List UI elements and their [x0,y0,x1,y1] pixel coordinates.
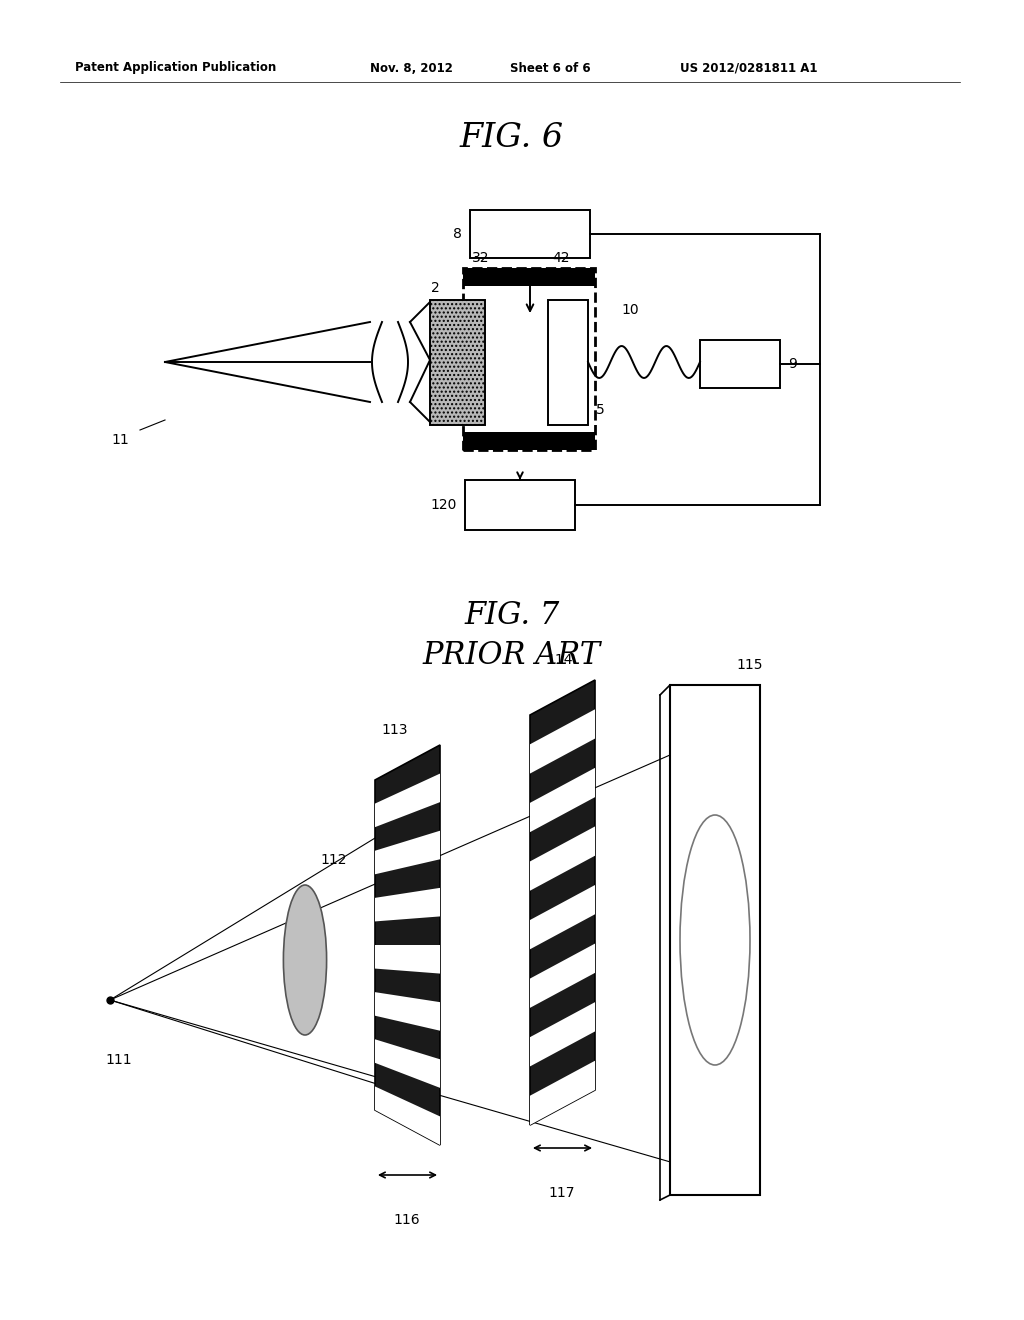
Bar [463,268,595,450]
Text: Sheet 6 of 6: Sheet 6 of 6 [510,62,591,74]
Polygon shape [530,826,595,891]
Text: 32: 32 [472,251,489,265]
Ellipse shape [284,884,327,1035]
Text: 9: 9 [788,356,797,371]
Bar [463,432,595,450]
Ellipse shape [680,814,750,1065]
Polygon shape [530,680,595,1125]
Bar [465,480,575,531]
Bar [470,210,590,257]
Text: 116: 116 [393,1213,420,1228]
Polygon shape [530,1061,595,1125]
Polygon shape [375,993,440,1031]
Text: 2: 2 [431,281,439,294]
Polygon shape [375,830,440,874]
Polygon shape [530,768,595,832]
Text: 115: 115 [736,657,763,672]
Polygon shape [375,945,440,974]
Text: 10: 10 [622,304,639,317]
Polygon shape [375,774,440,828]
Text: 111: 111 [105,1053,132,1067]
Text: US 2012/0281811 A1: US 2012/0281811 A1 [680,62,817,74]
Text: 112: 112 [319,853,346,867]
Polygon shape [375,744,440,1144]
Text: 11: 11 [112,433,129,447]
Polygon shape [530,884,595,949]
Polygon shape [530,944,595,1008]
Text: 120: 120 [431,498,457,512]
Bar [430,300,485,425]
Polygon shape [375,888,440,921]
Text: FIG. 7: FIG. 7 [464,599,560,631]
Text: FIG. 6: FIG. 6 [460,121,564,154]
Text: 114: 114 [547,653,573,667]
Text: 113: 113 [382,723,409,737]
Text: Nov. 8, 2012: Nov. 8, 2012 [370,62,453,74]
Bar [463,268,595,286]
Bar [700,341,780,388]
Polygon shape [670,685,760,1195]
Polygon shape [375,1039,440,1088]
Polygon shape [375,1086,440,1144]
Polygon shape [530,1002,595,1067]
Text: 117: 117 [549,1185,575,1200]
Text: 8: 8 [454,227,462,242]
Text: 5: 5 [596,403,605,417]
Text: Patent Application Publication: Patent Application Publication [75,62,276,74]
Text: PRIOR ART: PRIOR ART [423,639,601,671]
Polygon shape [530,709,595,774]
Text: 42: 42 [552,251,569,265]
Bar [548,300,588,425]
